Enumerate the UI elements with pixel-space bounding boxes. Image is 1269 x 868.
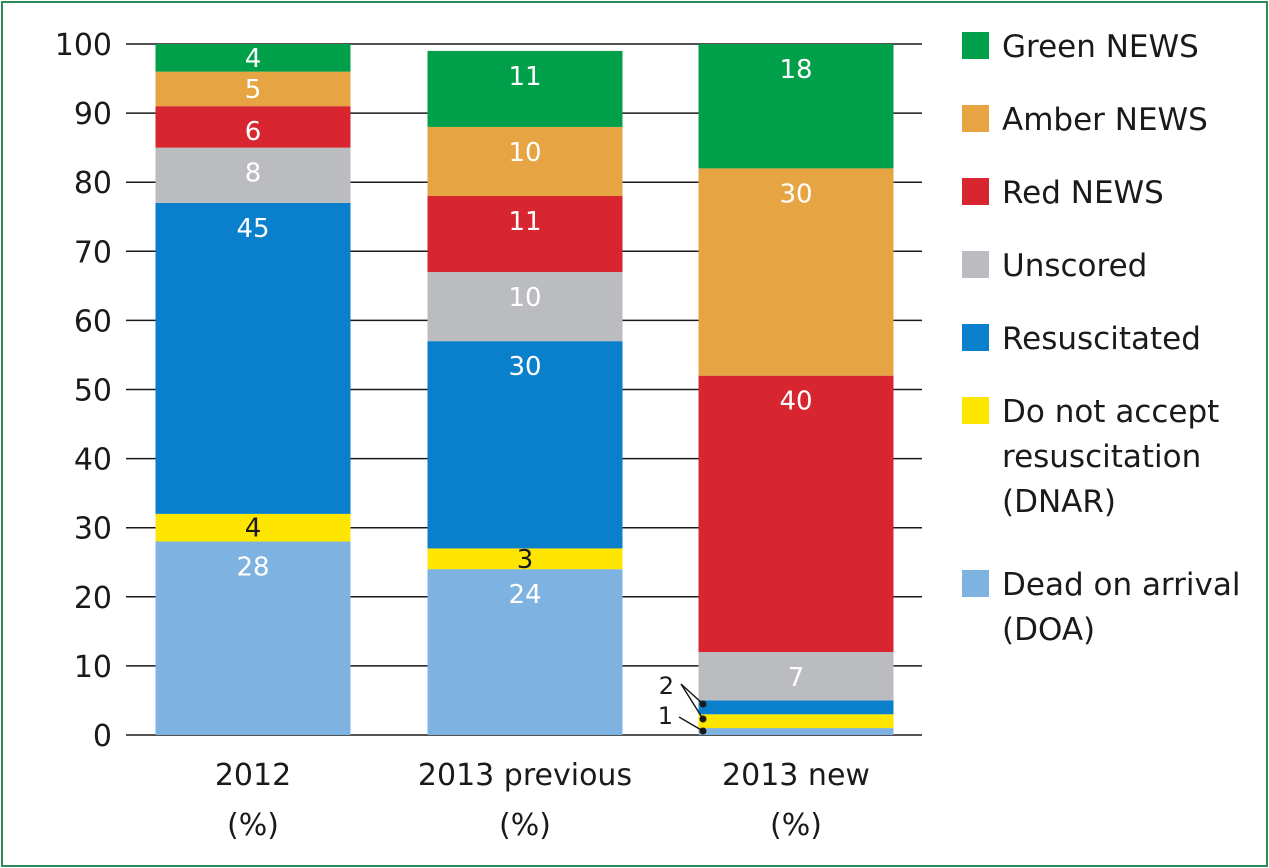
y-tick-label: 10 (74, 650, 112, 685)
legend-swatch (962, 324, 989, 351)
y-tick-label: 0 (93, 719, 112, 754)
bar-segment (155, 513, 351, 542)
y-tick-label: 30 (74, 512, 112, 547)
legend-label: Red NEWS (1002, 175, 1164, 211)
y-tick-label: 20 (74, 581, 112, 616)
legend-label: (DOA) (1002, 612, 1095, 648)
bar-segment (155, 71, 351, 107)
legend-swatch (962, 397, 989, 424)
data-label: 10 (508, 283, 541, 313)
bar-segment (698, 652, 894, 701)
bar-segment (155, 541, 351, 735)
data-label: 30 (508, 352, 541, 382)
x-category-label: 2013 previous (418, 758, 632, 793)
legend-swatch (962, 105, 989, 132)
x-category-label: (%) (227, 808, 279, 843)
bar-segment (427, 548, 623, 570)
callout-label: 1 (658, 702, 673, 730)
x-category-label: 2012 (215, 758, 291, 793)
bar-segment (698, 375, 894, 653)
callout-label: 2 (659, 672, 674, 700)
data-label: 5 (245, 75, 262, 105)
y-tick-label: 80 (74, 166, 112, 201)
bar-segment (155, 106, 351, 148)
legend-label: Do not accept (1002, 394, 1219, 430)
data-label: 4 (245, 44, 262, 74)
data-label: 45 (236, 214, 269, 244)
bar-segment (427, 341, 623, 549)
legend-label: Resuscitated (1002, 321, 1201, 357)
bar-segment (155, 202, 351, 514)
bar-segment (155, 44, 351, 72)
x-category-label: (%) (770, 808, 822, 843)
y-tick-label: 90 (74, 97, 112, 132)
bar-segment (155, 147, 351, 203)
callout-leader (680, 683, 704, 705)
callout-leader (678, 716, 704, 732)
data-label: 3 (517, 545, 534, 575)
y-tick-label: 70 (74, 235, 112, 270)
bar-segment (698, 714, 894, 729)
bar-segment (698, 728, 894, 735)
legend-swatch (962, 570, 989, 597)
data-label: 40 (779, 387, 812, 417)
legend-label: (DNAR) (1002, 484, 1116, 520)
data-label: 8 (245, 159, 262, 189)
y-tick-label: 40 (74, 443, 112, 478)
y-tick-label: 50 (74, 374, 112, 409)
x-category-label: 2013 new (722, 758, 870, 793)
data-label: 30 (779, 179, 812, 209)
bar-segment (698, 700, 894, 715)
data-label: 18 (779, 55, 812, 85)
data-label: 7 (788, 663, 805, 693)
legend-label: Dead on arrival (1002, 567, 1240, 603)
data-label: 4 (245, 514, 262, 544)
legend-swatch (962, 178, 989, 205)
data-label: 24 (508, 580, 541, 610)
legend-label: Unscored (1002, 248, 1147, 284)
y-tick-label: 60 (74, 304, 112, 339)
legend-label: resuscitation (1002, 439, 1201, 475)
bar-segment (427, 569, 623, 735)
bar-segment (427, 50, 623, 127)
callout-leader (680, 683, 704, 720)
bar-segment (427, 272, 623, 342)
bar-segment (698, 168, 894, 376)
bar-segment (698, 44, 894, 169)
legend-swatch (962, 32, 989, 59)
data-label: 28 (236, 553, 269, 583)
data-label: 6 (245, 117, 262, 147)
legend-swatch (962, 251, 989, 278)
bar-segment (427, 126, 623, 197)
legend-label: Green NEWS (1002, 29, 1199, 65)
legend-label: Amber NEWS (1002, 102, 1208, 138)
x-category-label: (%) (499, 808, 551, 843)
data-label: 11 (508, 62, 541, 92)
data-label: 11 (508, 207, 541, 237)
y-tick-label: 100 (55, 28, 112, 63)
data-label: 10 (508, 138, 541, 168)
bar-segment (427, 196, 623, 273)
